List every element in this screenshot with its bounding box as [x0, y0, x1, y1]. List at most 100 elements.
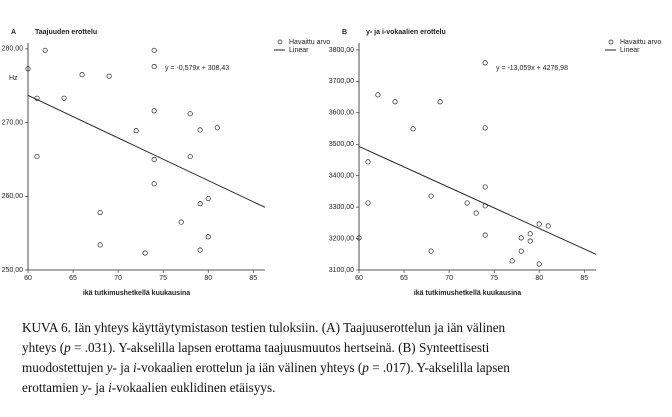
- data-point: [473, 210, 479, 216]
- data-point: [205, 195, 211, 202]
- legend-marker: [608, 39, 614, 45]
- data-point: [464, 200, 470, 206]
- data-point: [178, 219, 184, 225]
- data-point: [151, 47, 157, 53]
- data-point: [197, 201, 203, 207]
- data-point: [42, 47, 48, 53]
- caption-text: p: [362, 360, 369, 375]
- data-point: [536, 261, 542, 267]
- data-point: [482, 184, 488, 190]
- y-axis-label: Hz: [9, 75, 18, 82]
- data-point: [133, 128, 139, 134]
- data-point: [545, 223, 551, 229]
- x-tick-label: 85: [580, 275, 588, 282]
- x-tick-label: 60: [355, 275, 363, 282]
- annotation: y = -0,579x + 308,43: [165, 65, 229, 72]
- annotation: y = -13,059x + 4276,98: [496, 65, 568, 72]
- x-tick-label: 75: [490, 275, 498, 282]
- data-point: [518, 235, 524, 241]
- caption-text: yhteys (: [22, 340, 65, 355]
- legend-label: Linear: [289, 47, 309, 54]
- fit-line: [358, 145, 597, 255]
- legend-marker: [277, 39, 283, 45]
- data-point: [205, 234, 211, 240]
- fit-line: [27, 94, 266, 208]
- caption-text: = .017). Y-akselilla lapsen: [368, 360, 510, 375]
- data-point: [482, 125, 488, 131]
- y-tick-label: 3400,00: [329, 173, 354, 180]
- data-point: [187, 111, 193, 117]
- chart-title: Taajuuden erottelu: [35, 29, 97, 36]
- caption-text: -vokaalien erottelun ja iän välinen yhte…: [136, 360, 363, 375]
- data-point: [518, 248, 524, 254]
- data-point: [25, 66, 31, 72]
- x-tick-label: 75: [159, 275, 167, 282]
- data-point: [365, 200, 371, 206]
- caption-text: KUVA 6. Iän yhteys käyttäytymistason tes…: [22, 320, 506, 335]
- x-axis-label: ikä tutkimushetkellä kuukausina: [83, 290, 190, 297]
- legend-label: Havaittu arvo: [620, 39, 661, 46]
- x-tick-label: 65: [69, 275, 77, 282]
- caption-text: y: [81, 380, 88, 395]
- data-point: [34, 153, 40, 160]
- data-point: [365, 159, 371, 165]
- caption-line: KUVA 6. Iän yhteys käyttäytymistason tes…: [22, 318, 662, 338]
- caption-line: muodostettujen y- ja i-vokaalien erottel…: [22, 358, 662, 378]
- y-tick-label: 3100,00: [329, 267, 354, 274]
- legend-label: Havaittu arvo: [289, 39, 330, 46]
- y-tick-label: 260,00: [2, 193, 24, 200]
- x-tick-label: 65: [400, 275, 408, 282]
- data-point: [97, 242, 103, 248]
- x-tick-label: 80: [204, 275, 212, 282]
- data-point: [437, 99, 443, 105]
- caption-line: yhteys (p = .031). Y-akselilla lapsen er…: [22, 338, 662, 358]
- y-tick-label: 250,00: [2, 267, 24, 274]
- data-point: [482, 60, 488, 66]
- data-point: [527, 231, 533, 237]
- data-point: [187, 153, 193, 160]
- caption-text: y: [106, 360, 113, 375]
- x-tick-label: 60: [24, 275, 32, 282]
- caption-text: i: [108, 380, 112, 395]
- data-point: [79, 72, 85, 78]
- data-point: [151, 181, 157, 187]
- data-point: [527, 238, 533, 244]
- x-tick-label: 70: [114, 275, 122, 282]
- caption-text: muodostettujen: [22, 360, 107, 375]
- panel-label: B: [342, 29, 347, 36]
- y-tick-label: 3700,00: [329, 78, 354, 85]
- caption-text: erottamien: [22, 380, 82, 395]
- data-point: [151, 156, 157, 162]
- y-tick-label: 3600,00: [329, 110, 354, 117]
- caption-text: - ja: [112, 360, 133, 375]
- x-tick-label: 85: [249, 275, 257, 282]
- x-axis-label: ikä tutkimushetkellä kuukausina: [414, 290, 521, 297]
- y-tick-label: 3500,00: [329, 141, 354, 148]
- y-tick-label: 3200,00: [329, 235, 354, 242]
- data-point: [375, 92, 381, 98]
- caption-line: erottamien y- ja i-vokaalien euklidinen …: [22, 378, 662, 398]
- data-point: [482, 232, 488, 238]
- data-point: [428, 248, 434, 254]
- legend-label: Linear: [620, 47, 640, 54]
- y-tick-label: 270,00: [2, 119, 24, 126]
- caption-text: -vokaalien euklidinen etäisyys.: [111, 380, 276, 395]
- x-tick-label: 70: [445, 275, 453, 282]
- y-tick-label: 3800,00: [329, 47, 354, 54]
- data-point: [428, 193, 434, 199]
- y-tick-label: 3300,00: [329, 204, 354, 211]
- chart: A Taajuuden erottelu ikä tutkimushetkellä …: [2, 29, 662, 297]
- data-point: [142, 250, 148, 256]
- data-point: [410, 126, 416, 132]
- caption: KUVA 6. Iän yhteys käyttäytymistason tes…: [22, 318, 662, 398]
- data-point: [61, 95, 67, 101]
- data-point: [151, 108, 157, 114]
- caption-text: i: [133, 360, 137, 375]
- chart-title: y- ja i-vokaalien erottelu: [366, 29, 446, 36]
- data-point: [392, 99, 398, 105]
- caption-text: = .031). Y-akselilla lapsen erottama taa…: [70, 340, 490, 355]
- data-point: [214, 125, 220, 131]
- data-point: [356, 235, 362, 241]
- caption-text: p: [64, 340, 71, 355]
- data-point: [197, 127, 203, 133]
